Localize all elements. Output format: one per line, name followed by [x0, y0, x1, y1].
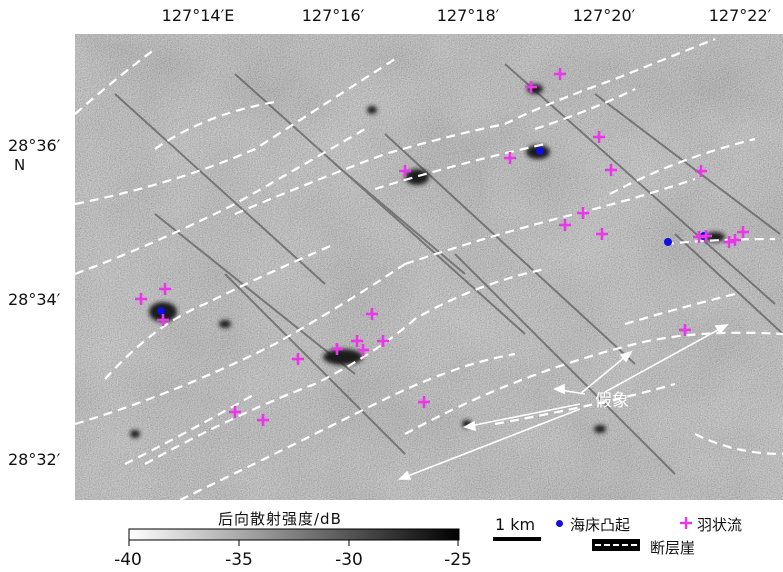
seamount-marker — [536, 147, 544, 155]
lon-label-127-22: 127°22′ — [708, 6, 772, 25]
legend-plume-label: 羽状流 — [697, 516, 743, 534]
colorbar-tick-minus25: -25 — [444, 550, 472, 570]
lon-label-127-18: 127°18′ — [436, 6, 500, 25]
lat-label-28-32: 28°32′ — [8, 450, 61, 469]
fault-scarp-lines — [74, 37, 783, 501]
lat-label-28-36: 28°36′ — [8, 136, 61, 155]
colorbar-title: 后向散射强度/dB — [218, 510, 342, 528]
colorbar-gradient — [128, 528, 460, 541]
scale-bar — [493, 537, 541, 541]
plume-markers — [135, 68, 749, 426]
lat-label-28-34: 28°34′ — [8, 290, 61, 309]
artifact-arrows — [398, 324, 729, 480]
colorbar-tick-minus40: -40 — [114, 550, 142, 570]
legend-seamount-icon — [556, 520, 563, 527]
colorbar-tick-minus35: -35 — [225, 550, 253, 570]
artifact-label: 假象 — [595, 391, 629, 411]
colorbar-tick-minus30: -30 — [335, 550, 363, 570]
lon-label-127-14: 127°14′E — [161, 6, 235, 25]
backscatter-map: 假象 — [74, 34, 783, 501]
survey-line-artifacts — [114, 63, 783, 475]
colorbar — [128, 528, 460, 546]
dark-backscatter-patches — [130, 84, 725, 438]
lon-label-127-16: 127°16′ — [301, 6, 365, 25]
north-label: N — [14, 156, 26, 174]
backscatter-map-svg: 假象 — [74, 34, 783, 501]
lon-label-127-20: 127°20′ — [572, 6, 636, 25]
legend-plume-icon — [680, 517, 692, 529]
seamount-marker — [664, 238, 672, 246]
scale-bar-label: 1 km — [495, 515, 536, 534]
map-texture-speckle — [75, 34, 783, 500]
legend-seamount-label: 海床凸起 — [570, 516, 631, 534]
colorbar-ticks — [128, 540, 459, 546]
legend-fault-scarp-icon — [592, 539, 640, 551]
seamount-marker — [157, 307, 165, 315]
legend-fault-scarp-label: 断层崖 — [650, 539, 696, 557]
